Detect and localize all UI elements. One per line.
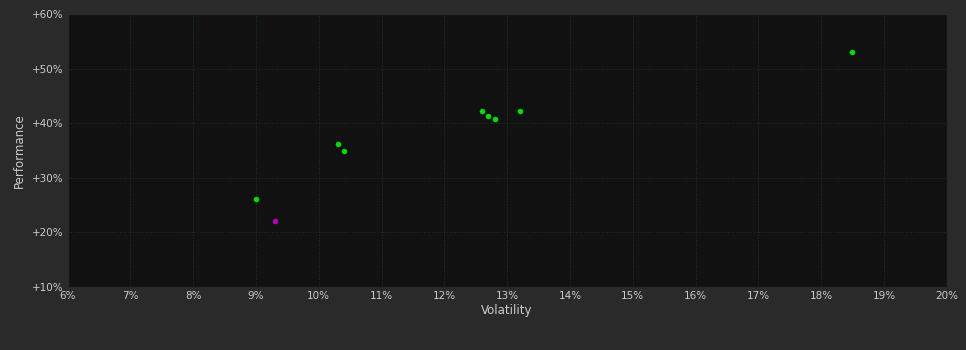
X-axis label: Volatility: Volatility xyxy=(481,304,533,317)
Y-axis label: Performance: Performance xyxy=(14,113,26,188)
